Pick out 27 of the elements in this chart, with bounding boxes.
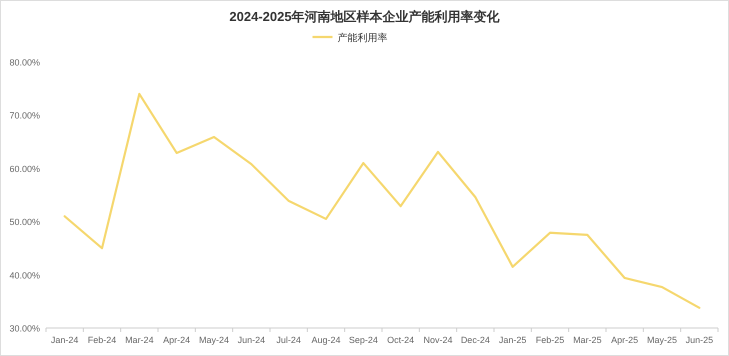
y-tick-label: 80.00% (9, 58, 40, 68)
x-tick-label: Dec-24 (460, 335, 490, 345)
y-tick-label: 30.00% (9, 324, 40, 334)
x-tick-label: Jun-25 (686, 335, 714, 345)
x-tick-label: Nov-24 (423, 335, 453, 345)
legend-label: 产能利用率 (338, 32, 388, 44)
x-tick-label: Feb-25 (536, 335, 564, 345)
x-tick-label: Jun-24 (238, 335, 266, 345)
x-tick-label: Mar-25 (573, 335, 602, 345)
y-tick-label: 50.00% (9, 217, 40, 228)
x-tick-label: Apr-25 (611, 335, 638, 345)
line-series (64, 92, 700, 309)
y-tick-label: 70.00% (9, 110, 40, 121)
x-tick-label: May-24 (198, 335, 230, 345)
x-tick-label: May-25 (646, 335, 678, 345)
y-tick-label: 60.00% (9, 164, 40, 174)
x-tick-label: Apr-24 (163, 335, 190, 345)
x-tick-label: Jan-24 (50, 335, 78, 345)
x-tick-label: Aug-24 (311, 335, 341, 345)
x-tick-label: Oct-24 (387, 335, 414, 345)
x-tick-label: Mar-24 (125, 335, 154, 345)
x-tick-label: Jul-24 (276, 335, 301, 345)
y-tick-label: 40.00% (9, 270, 40, 280)
x-tick-label: Sep-24 (348, 335, 378, 345)
x-tick-label: Feb-24 (88, 335, 116, 345)
x-tick-label: Jan-25 (498, 335, 526, 345)
chart-title: 2024-2025年河南地区样本企业产能利用率变化 (229, 9, 501, 24)
